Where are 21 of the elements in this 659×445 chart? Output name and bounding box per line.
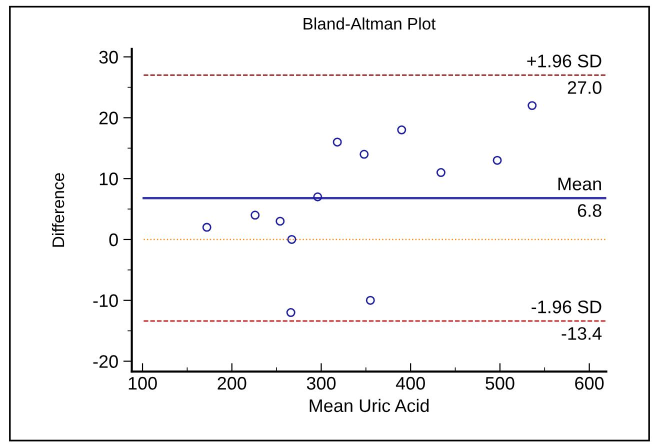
x-tick-label: 500 [486,376,514,390]
ref-line-label: +1.96 SD [527,54,602,68]
ref-line-label: Mean [558,178,601,190]
x-tick-label: 400 [396,376,425,390]
x-tick-label: 100 [128,376,157,390]
x-tick-label: 600 [575,376,604,390]
y-tick-label: 20 [99,112,118,124]
y-tick-label: -10 [93,294,118,308]
y-tick-label: -20 [93,355,118,368]
annotation: -13.4 [562,327,602,340]
y-axis-title: Difference [52,173,64,247]
y-tick-label: 30 [99,50,118,64]
x-axis-title: Mean Uric Acid [310,398,429,412]
annotation: 6.8 [578,204,602,217]
ref-line-label: -1.96 SD [532,300,602,314]
chart-title: Bland-Altman Plot [304,17,436,30]
x-tick-label: 300 [306,376,336,390]
y-tick-label: 0 [109,233,118,246]
annotation: 27.0 [568,81,602,94]
y-tick-label: 10 [100,172,118,186]
x-tick-label: 200 [218,376,246,390]
